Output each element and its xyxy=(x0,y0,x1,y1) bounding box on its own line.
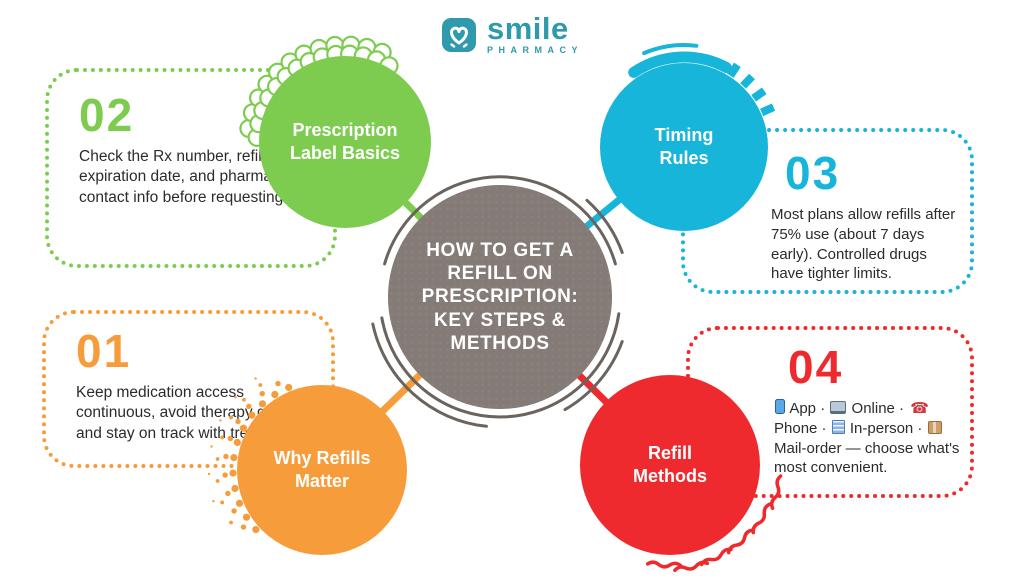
logo-text: smile PHARMACY xyxy=(486,11,584,56)
hospital-icon xyxy=(831,419,845,434)
logo: smile PHARMACY xyxy=(441,11,584,56)
node-why-refills-matter: Why Refills Matter xyxy=(237,385,407,555)
node-prescription-label-basics: Prescription Label Basics xyxy=(259,56,431,228)
node-timing-rules: Timing Rules xyxy=(600,63,768,231)
laptop-icon xyxy=(830,401,847,414)
phone-icon: ☎ xyxy=(910,399,929,417)
step-number: 04 xyxy=(788,341,844,393)
center-title: HOW TO GET A REFILL ON PRESCRIPTION: KEY ST… xyxy=(421,240,579,354)
step-description: Check the Rx number, refills left, expir… xyxy=(79,148,303,206)
info-box-timing-rules: 03 Most plans allow refills after 75% us… xyxy=(681,128,974,294)
smile-pharmacy-logo-icon xyxy=(441,17,476,52)
node-label: Why Refills Matter xyxy=(273,447,371,491)
logo-tagline: PHARMACY xyxy=(486,45,584,56)
center-topic-circle: HOW TO GET A REFILL ON PRESCRIPTION: KEY ST… xyxy=(388,185,612,409)
info-box-prescription-label-basics: 02 Check the Rx number, refills left, ex… xyxy=(45,68,337,268)
logo-name: smile xyxy=(486,11,569,46)
step-number: 03 xyxy=(785,147,841,199)
step-number: 02 xyxy=(79,89,135,141)
step-number: 01 xyxy=(76,325,132,377)
smartphone-icon xyxy=(775,399,785,414)
step-description: Most plans allow refills after 75% use (… xyxy=(771,206,956,283)
node-refill-methods: Refill Methods xyxy=(580,375,760,555)
node-label: Prescription Label Basics xyxy=(289,119,401,163)
step-description-methods: App · Online · ☎ Phone · In-person · Mai… xyxy=(774,399,960,477)
node-label: Timing Rules xyxy=(654,124,714,168)
package-icon xyxy=(927,420,942,434)
node-label: Refill Methods xyxy=(633,442,707,486)
